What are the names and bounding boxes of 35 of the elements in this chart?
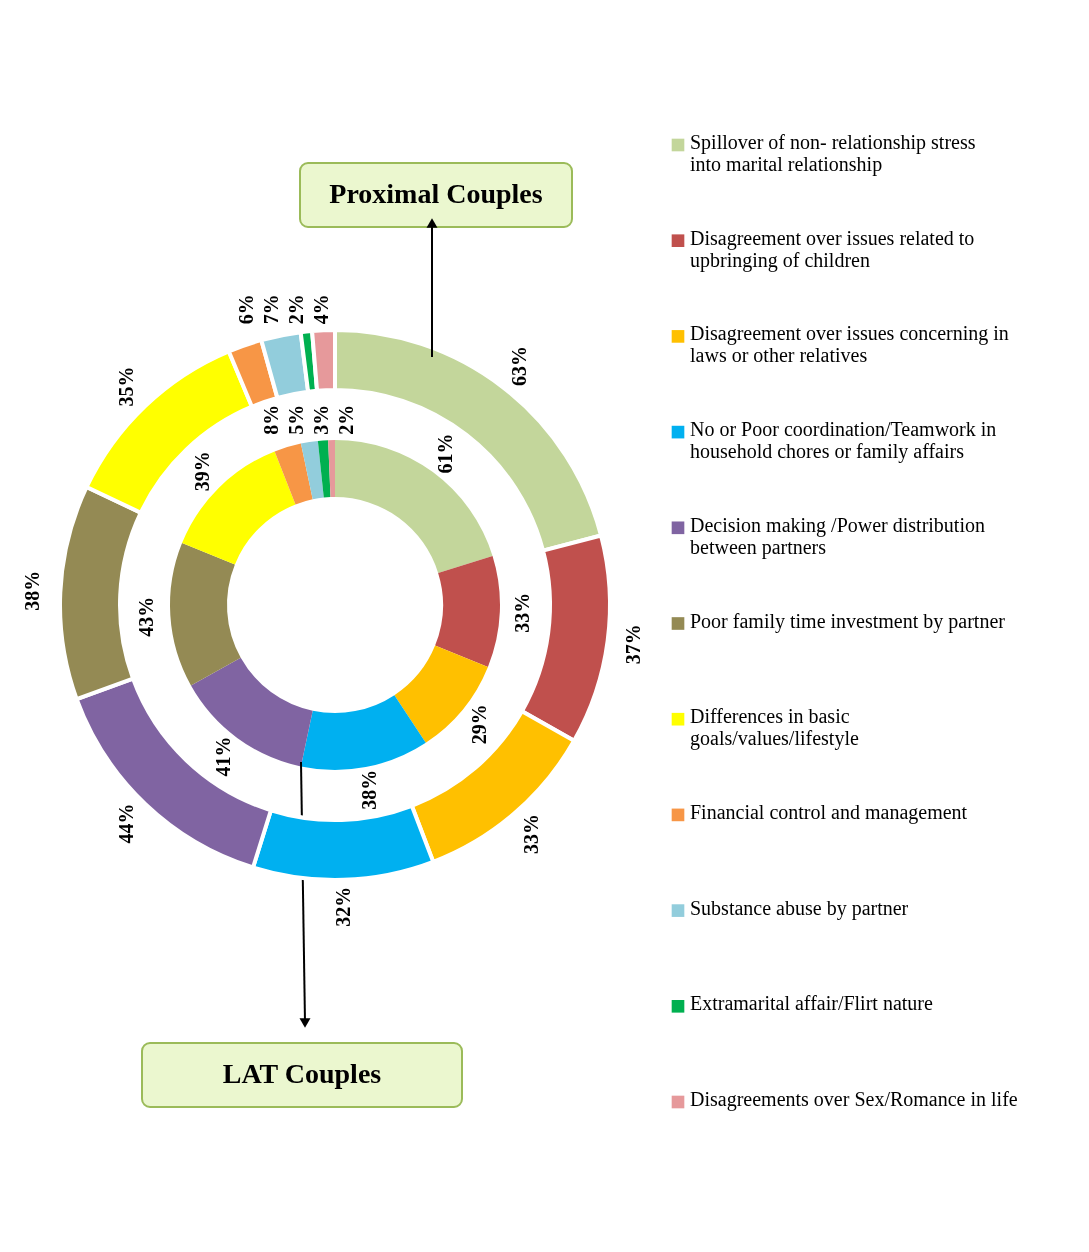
data-label: 2%: [335, 404, 358, 435]
data-label: 63%: [507, 345, 530, 386]
data-label: 32%: [332, 886, 355, 927]
legend-label: Disagreement over issues concerning in laws or other relatives: [690, 322, 1009, 367]
data-label: 39%: [190, 451, 213, 492]
legend-label: Spillover of non- relationship stress into marital relationship: [690, 131, 976, 176]
data-label: 2%: [284, 294, 307, 325]
slice-label: Proximal Couples: [329, 178, 543, 209]
legend-label: Substance abuse by partner: [690, 896, 909, 920]
data-label: 38%: [21, 570, 44, 611]
slice-label: LAT Couples: [222, 1058, 382, 1089]
legend-label: Financial control and management: [690, 800, 968, 824]
data-label: 5%: [285, 404, 308, 435]
data-label: 33%: [510, 592, 533, 633]
legend-label: Poor family time investment by partner: [690, 609, 1006, 633]
data-label: 41%: [211, 736, 234, 777]
data-label: 43%: [135, 596, 158, 637]
data-label: 38%: [358, 769, 380, 810]
legend-label: Disagreements over Sex/Romance in life: [690, 1088, 1018, 1111]
data-label: 44%: [114, 803, 137, 844]
legend-label: No or Poor coordination/Teamwork in household chores or family affairs: [690, 418, 997, 464]
data-label: 35%: [114, 366, 137, 407]
legend-label: Disagreement over issues related to upbringing of children: [690, 226, 975, 272]
data-label: 3%: [310, 404, 333, 435]
data-label: 8%: [260, 404, 283, 435]
legend-label: Decision making /Power distribution between partners: [690, 513, 985, 559]
data-label: 4%: [309, 294, 332, 325]
data-label: 7%: [259, 294, 282, 325]
legend-label: Extramarital affair/Flirt nature: [690, 992, 933, 1015]
legend-label: Differences in basic goals/values/lifestyle: [690, 705, 859, 751]
data-label: 33%: [519, 814, 542, 855]
data-label: 61%: [434, 433, 457, 474]
data-label: 6%: [234, 294, 257, 325]
data-label: 37%: [622, 624, 645, 665]
data-label: 29%: [468, 704, 491, 745]
